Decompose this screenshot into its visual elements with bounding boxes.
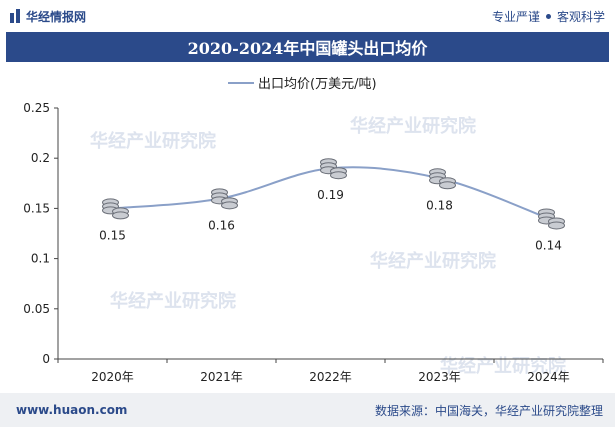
slogan-left: 专业严谨: [491, 9, 540, 24]
coin-icon: [439, 181, 456, 190]
slogan: 专业严谨 客观科学: [492, 8, 605, 25]
y-tick-label: 0.05: [23, 302, 50, 316]
x-tick-label: 2022年: [309, 370, 352, 384]
data-point-marker: [320, 158, 347, 180]
watermark-text: 华经产业研究院: [110, 290, 236, 312]
dot-icon: [545, 13, 551, 19]
watermark-text: 华经产业研究院: [440, 355, 566, 377]
coin-icon: [221, 201, 238, 210]
data-label: 0.14: [535, 238, 562, 252]
top-bar: 华经情报网 专业严谨 客观科学: [0, 0, 615, 32]
x-tick-label: 2020年: [91, 370, 134, 384]
y-tick-label: 0.25: [23, 101, 50, 115]
data-label: 0.15: [99, 228, 126, 242]
chart-title: 2020-2024年中国罐头出口均价: [187, 39, 428, 58]
footer: www.huaon.com 数据来源：中国海关，华经产业研究院整理: [0, 393, 615, 427]
watermark-text: 华经产业研究院: [370, 250, 496, 272]
data-point-marker: [211, 188, 238, 210]
coin-icon: [112, 211, 129, 220]
x-tick-label: 2021年: [200, 370, 243, 384]
bar-logo-icon: [10, 9, 20, 23]
brand-name: 华经情报网: [26, 9, 87, 24]
y-tick-label: 0.2: [31, 151, 50, 165]
y-tick-label: 0.1: [31, 252, 50, 266]
legend-label: 出口均价(万美元/吨): [258, 77, 377, 92]
line-chart: 华经产业研究院华经产业研究院华经产业研究院华经产业研究院华经产业研究院00.05…: [23, 77, 604, 384]
chart-title-bar: 2020-2024年中国罐头出口均价: [6, 32, 609, 62]
y-tick-label: 0.15: [23, 201, 50, 215]
slogan-right: 客观科学: [556, 9, 605, 24]
coin-icon: [548, 221, 565, 230]
watermark-text: 华经产业研究院: [90, 130, 216, 152]
y-tick-label: 0: [42, 352, 50, 366]
data-point-marker: [102, 198, 129, 220]
watermark-text: 华经产业研究院: [350, 115, 476, 137]
data-label: 0.19: [317, 188, 344, 202]
x-tick-label: 2024年: [527, 370, 570, 384]
brand: 华经情报网: [10, 8, 86, 25]
x-tick-label: 2023年: [418, 370, 461, 384]
footer-source: 数据来源：中国海关，华经产业研究院整理: [374, 403, 603, 418]
coin-icon: [330, 171, 347, 180]
data-label: 0.18: [426, 198, 453, 212]
footer-url: www.huaon.com: [16, 403, 128, 417]
data-label: 0.16: [208, 218, 235, 232]
data-point-marker: [429, 168, 456, 190]
data-point-marker: [538, 208, 565, 230]
